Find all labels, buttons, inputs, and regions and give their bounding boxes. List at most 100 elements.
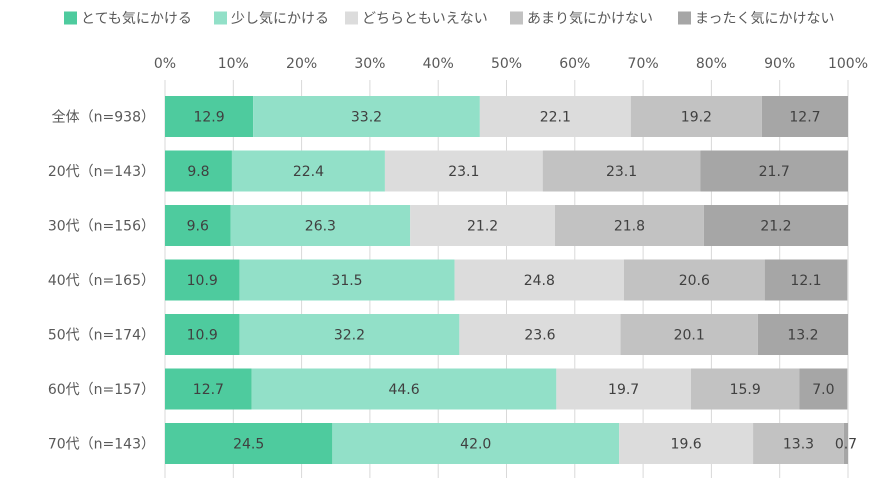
data-label: 20.6	[679, 273, 710, 289]
category-label: 70代（n=143）	[48, 437, 155, 453]
bar-segment	[332, 423, 620, 464]
bar-segment	[165, 259, 240, 301]
bar-segment	[764, 259, 848, 301]
tick-label: 90%	[764, 56, 795, 72]
legend: とても気にかける 少し気にかける どちらともいえない あまり気にかけない まったく気にか…	[64, 11, 834, 27]
bar-segment	[384, 150, 543, 192]
data-label: 12.1	[790, 273, 821, 289]
data-label: 12.9	[193, 110, 224, 126]
data-label: 0.7	[835, 437, 857, 453]
legend-swatch	[510, 11, 523, 25]
data-label: 7.0	[812, 382, 834, 398]
data-label: 23.6	[524, 328, 555, 344]
data-label: 24.8	[524, 273, 555, 289]
legend-swatch	[64, 11, 77, 25]
data-label: 23.1	[606, 164, 637, 180]
legend-item: どちらともいえない	[345, 11, 488, 27]
data-label: 19.7	[608, 382, 639, 398]
data-label: 22.1	[540, 110, 571, 126]
data-label: 21.2	[760, 219, 791, 235]
data-label: 13.3	[783, 437, 814, 453]
bar-segment	[410, 205, 555, 246]
bar-segment	[556, 368, 691, 410]
tick-label: 100%	[828, 56, 868, 72]
category-label: 50代（n=174）	[48, 328, 155, 344]
legend-label: どちらともいえない	[362, 11, 488, 27]
bar-segment	[165, 150, 232, 192]
bar-segment	[165, 423, 333, 464]
data-label: 44.6	[388, 382, 419, 398]
bar-segment	[230, 205, 411, 246]
bar-segment	[630, 96, 762, 137]
data-label: 32.2	[334, 328, 365, 344]
bar-segment	[231, 150, 385, 192]
tick-label: 0%	[154, 56, 176, 72]
category-label: 30代（n=156）	[48, 219, 155, 235]
category-label: 60代（n=157）	[48, 382, 155, 398]
legend-swatch	[345, 11, 358, 25]
bar-segment	[251, 368, 557, 410]
category-labels: 全体（n=938） 20代（n=143） 30代（n=156） 40代（n=165） 5…	[48, 109, 155, 453]
bar-segment	[753, 423, 844, 464]
bar-segment	[700, 150, 848, 192]
bar-segment	[459, 314, 621, 355]
bar-segment	[542, 150, 701, 192]
data-label: 23.1	[448, 164, 479, 180]
legend-label: とても気にかける	[81, 11, 192, 27]
data-label: 42.0	[460, 437, 491, 453]
legend-item: まったく気にかけない	[678, 11, 834, 27]
legend-item: 少し気にかける	[214, 11, 329, 27]
x-axis-ticks: 0% 10% 20% 30% 40% 50% 60% 70% 80% 90% 100%	[154, 56, 868, 72]
bar-segment	[620, 314, 758, 355]
legend-item: とても気にかける	[64, 11, 192, 27]
bar-segment	[165, 314, 240, 355]
bar-segment	[761, 96, 848, 137]
tick-label: 20%	[286, 56, 317, 72]
data-label: 21.2	[467, 219, 498, 235]
data-label: 19.2	[681, 110, 712, 126]
data-label: 10.9	[187, 328, 218, 344]
bar-row: 10.9 32.2 23.6 20.1 13.2	[165, 314, 848, 355]
legend-label: あまり気にかけない	[527, 11, 653, 27]
bar-segment	[479, 96, 631, 137]
bar-segment	[454, 259, 624, 301]
legend-swatch	[678, 11, 691, 25]
tick-label: 40%	[423, 56, 454, 72]
tick-label: 80%	[696, 56, 727, 72]
bars: 12.9 33.2 22.1 19.2 12.79.8 22.4 23.1 23.1 21.79…	[165, 96, 857, 464]
data-label: 9.8	[187, 164, 209, 180]
tick-label: 10%	[218, 56, 249, 72]
data-label: 21.7	[759, 164, 790, 180]
tick-label: 60%	[559, 56, 590, 72]
bar-segment	[757, 314, 848, 355]
data-label: 12.7	[789, 110, 820, 126]
legend-label: まったく気にかけない	[695, 11, 834, 27]
bar-segment	[703, 205, 848, 246]
data-label: 20.1	[674, 328, 705, 344]
bar-segment	[239, 259, 455, 301]
data-label: 10.9	[187, 273, 218, 289]
data-label: 13.2	[787, 328, 818, 344]
legend-label: 少し気にかける	[231, 11, 329, 27]
bar-segment	[165, 205, 231, 246]
bar-segment	[253, 96, 480, 137]
data-label: 9.6	[187, 219, 209, 235]
data-label: 12.7	[193, 382, 224, 398]
bar-segment	[690, 368, 800, 410]
bar-segment	[799, 368, 848, 410]
data-label: 31.5	[331, 273, 362, 289]
data-label: 15.9	[730, 382, 761, 398]
data-label: 21.8	[614, 219, 645, 235]
bar-segment	[619, 423, 754, 464]
bar-row: 12.7 44.6 19.7 15.9 7.0	[165, 368, 848, 410]
data-label: 26.3	[305, 219, 336, 235]
bar-row: 9.8 22.4 23.1 23.1 21.7	[165, 150, 848, 192]
bar-segment	[165, 368, 252, 410]
data-label: 24.5	[233, 437, 264, 453]
tick-label: 30%	[354, 56, 385, 72]
tick-label: 70%	[628, 56, 659, 72]
bar-row: 24.5 42.0 19.6 13.3 0.7	[165, 423, 857, 464]
tick-label: 50%	[491, 56, 522, 72]
bar-segment	[239, 314, 460, 355]
